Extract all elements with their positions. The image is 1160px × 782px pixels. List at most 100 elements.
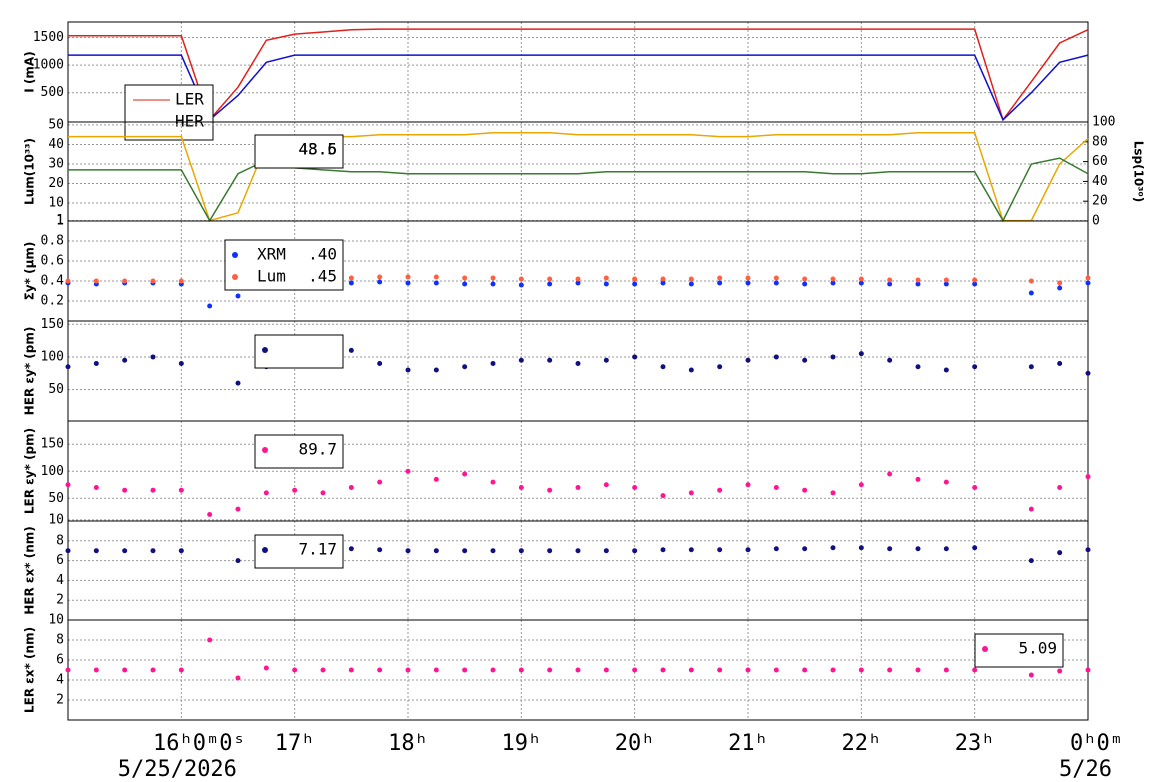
data-point	[235, 675, 241, 681]
data-point	[773, 275, 779, 281]
legend-swatch	[262, 347, 268, 353]
data-point	[405, 367, 411, 373]
data-point	[858, 276, 864, 282]
data-point	[688, 281, 694, 287]
data-point	[632, 548, 638, 554]
data-point	[65, 548, 71, 554]
data-point	[802, 357, 808, 363]
data-point	[433, 667, 439, 673]
y-tick-label: 40	[48, 137, 64, 152]
data-point	[830, 545, 836, 551]
data-point	[122, 667, 128, 673]
x-tick-label: 18ʰ	[388, 731, 428, 756]
data-point	[207, 512, 213, 518]
data-point	[972, 545, 978, 551]
x-tick-label: 22ʰ	[841, 731, 881, 756]
y-axis-title: LER εy* (pm)	[23, 428, 37, 514]
data-point	[915, 364, 921, 370]
data-point	[773, 354, 779, 360]
y-tick-label: 50	[48, 117, 64, 132]
legend-swatch	[262, 447, 268, 453]
y-tick-label: 10	[48, 512, 64, 527]
legend-box	[124, 84, 214, 141]
data-point	[377, 279, 383, 285]
data-point	[235, 293, 241, 299]
data-point	[858, 545, 864, 551]
y-axis-title: Σy* (μm)	[23, 242, 37, 301]
data-point	[915, 277, 921, 283]
data-point	[93, 548, 99, 554]
data-point	[1028, 672, 1034, 678]
legend-label: HER	[175, 112, 204, 131]
data-point	[688, 547, 694, 553]
data-point	[717, 364, 723, 370]
data-point	[518, 276, 524, 282]
y2-tick-label: 80	[1092, 134, 1108, 149]
y-tick-label: 0.2	[41, 294, 64, 309]
data-point	[688, 367, 694, 373]
data-point	[717, 547, 723, 553]
data-point	[660, 364, 666, 370]
y-axis-title: Lum(10³³)	[23, 138, 37, 205]
data-point	[93, 278, 99, 284]
data-point	[915, 281, 921, 287]
y-tick-label: 6	[56, 553, 64, 568]
data-point	[490, 667, 496, 673]
data-point	[915, 546, 921, 552]
y-tick-label: 20	[48, 176, 64, 191]
data-point	[1085, 667, 1091, 673]
data-point	[150, 487, 156, 493]
data-point	[943, 277, 949, 283]
data-point	[433, 280, 439, 286]
data-point	[235, 558, 241, 564]
y-tick-label: 0.8	[41, 234, 64, 249]
data-point	[320, 490, 326, 496]
data-point	[433, 367, 439, 373]
y-tick-label: 4	[56, 573, 64, 588]
data-point	[292, 487, 298, 493]
data-point	[830, 354, 836, 360]
y-tick-label: 0.6	[41, 254, 64, 269]
data-point	[263, 490, 269, 496]
data-point	[632, 276, 638, 282]
data-point	[972, 484, 978, 490]
data-point	[518, 484, 524, 490]
data-point	[405, 548, 411, 554]
data-point	[122, 548, 128, 554]
y2-tick-label: 60	[1092, 154, 1108, 169]
data-point	[490, 479, 496, 485]
legend-label: Lum	[257, 267, 286, 286]
data-point	[802, 281, 808, 287]
data-point	[377, 547, 383, 553]
data-point	[462, 667, 468, 673]
y-tick-label: 2	[56, 593, 64, 608]
data-point	[745, 280, 751, 286]
data-point	[93, 484, 99, 490]
data-point	[348, 347, 354, 353]
data-point	[122, 487, 128, 493]
data-point	[773, 667, 779, 673]
data-point	[547, 487, 553, 493]
data-point	[943, 281, 949, 287]
data-point	[518, 357, 524, 363]
data-point	[122, 357, 128, 363]
legend-box	[224, 239, 344, 291]
x-tick-label: 16ʰ0ᵐ0ˢ	[153, 731, 246, 756]
y-axis-title: LER εx* (nm)	[23, 627, 37, 713]
data-point	[660, 280, 666, 286]
series-line	[68, 131, 1089, 222]
data-point	[1028, 278, 1034, 284]
data-point	[660, 276, 666, 282]
data-point	[490, 548, 496, 554]
data-point	[745, 275, 751, 281]
data-point	[717, 487, 723, 493]
data-point	[547, 548, 553, 554]
legend-swatch	[232, 252, 238, 258]
data-point	[377, 667, 383, 673]
data-point	[65, 364, 71, 370]
data-point	[887, 546, 893, 552]
legend-swatch	[262, 547, 268, 553]
data-point	[972, 277, 978, 283]
legend-value: 48.5	[298, 140, 337, 159]
